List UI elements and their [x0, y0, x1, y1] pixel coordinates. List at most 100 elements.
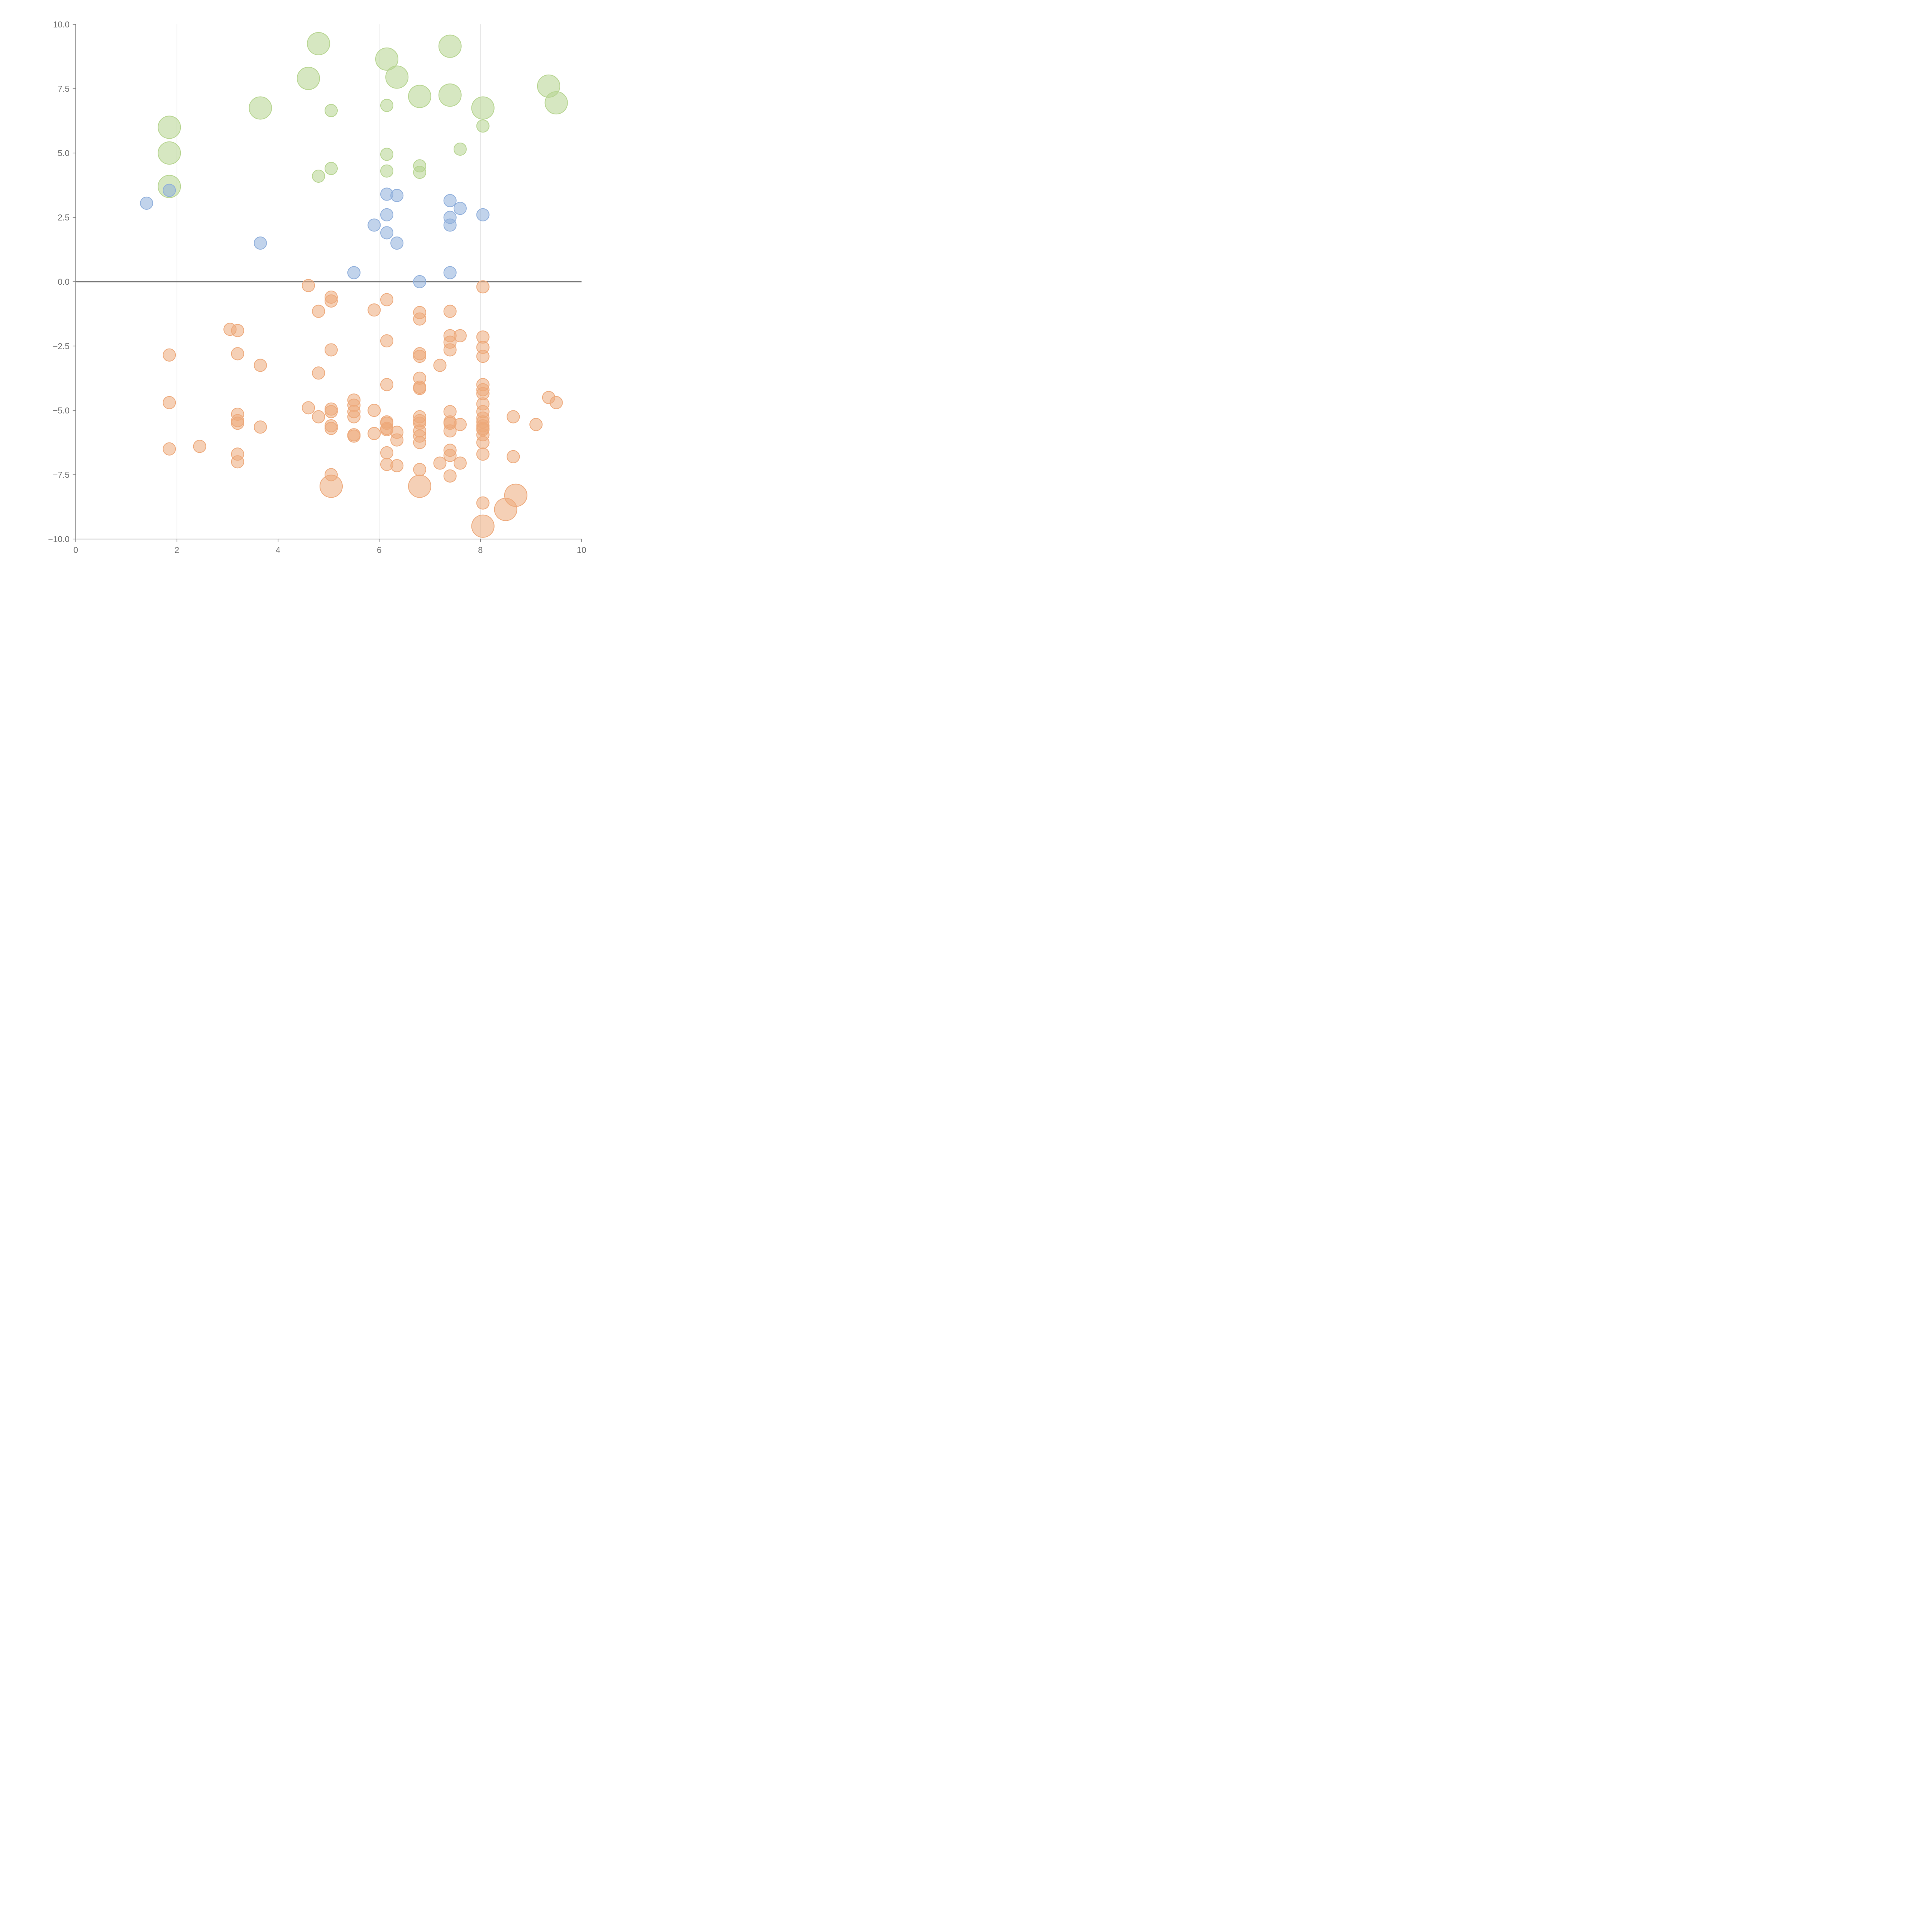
- data-point: [408, 85, 432, 108]
- scatter-chart: 0 2 4 6 8 10 10.0 7.5 5.0 2.5 0.0 −2.5 −5.0 −7.5 −10.0: [48, 20, 586, 555]
- data-point: [193, 440, 206, 453]
- data-point: [302, 279, 315, 292]
- data-point: [347, 429, 361, 443]
- data-point: [231, 324, 244, 337]
- data-point: [231, 417, 244, 430]
- data-point: [385, 65, 409, 89]
- data-point: [390, 236, 404, 250]
- data-point: [367, 218, 381, 232]
- data-point: [413, 382, 427, 395]
- data-point: [163, 442, 176, 456]
- y-tick-label: 10.0: [53, 20, 70, 29]
- data-point: [297, 66, 320, 90]
- data-point: [453, 418, 467, 431]
- data-point: [413, 312, 427, 326]
- data-point: [413, 275, 427, 288]
- data-point: [408, 474, 432, 498]
- data-point: [544, 91, 568, 115]
- x-tick-label: 10: [577, 545, 586, 555]
- data-point: [163, 184, 176, 197]
- data-point: [253, 236, 267, 250]
- x-tick-label: 6: [377, 545, 381, 555]
- data-point: [413, 436, 427, 449]
- data-point: [433, 359, 447, 372]
- data-point: [325, 294, 338, 308]
- y-tick-label: 0.0: [58, 277, 70, 287]
- data-point: [471, 514, 495, 538]
- data-point: [438, 83, 462, 107]
- data-point: [325, 405, 338, 418]
- data-point: [413, 350, 427, 363]
- data-point: [529, 418, 543, 431]
- data-point: [380, 378, 394, 391]
- data-point: [476, 447, 490, 461]
- data-point: [443, 424, 457, 438]
- data-point: [413, 165, 427, 179]
- data-point: [476, 496, 490, 510]
- data-point: [494, 498, 517, 521]
- data-point: [158, 116, 181, 139]
- y-tick-label: 5.0: [58, 148, 70, 158]
- data-point: [380, 164, 394, 178]
- data-point: [320, 474, 343, 498]
- tick-labels: 0 2 4 6 8 10 10.0 7.5 5.0 2.5 0.0 −2.5 −5.0 −7.5 −10.0: [48, 20, 586, 555]
- data-point: [433, 456, 447, 470]
- data-point: [325, 104, 338, 117]
- data-point: [375, 47, 399, 71]
- data-point: [380, 148, 394, 161]
- data-point: [380, 99, 394, 112]
- data-point: [380, 334, 394, 348]
- data-point: [380, 446, 394, 459]
- data-point: [163, 348, 176, 362]
- y-tick-label: −5.0: [53, 406, 70, 415]
- data-point: [443, 266, 457, 279]
- data-point: [231, 347, 244, 361]
- data-point: [471, 96, 495, 120]
- y-tick-label: −10.0: [48, 534, 70, 544]
- x-tick-label: 0: [73, 545, 78, 555]
- data-point: [413, 463, 427, 476]
- data-point: [443, 469, 457, 483]
- data-point: [453, 143, 467, 156]
- x-tick-label: 2: [175, 545, 179, 555]
- data-point: [443, 343, 457, 357]
- y-tick-label: 7.5: [58, 84, 70, 94]
- data-point: [453, 202, 467, 215]
- y-tick-label: −2.5: [53, 342, 70, 351]
- data-point: [302, 401, 315, 415]
- data-point: [158, 141, 181, 165]
- data-point: [476, 436, 490, 449]
- data-point: [347, 266, 361, 279]
- data-point: [312, 169, 325, 183]
- data-point: [443, 304, 457, 318]
- data-point: [367, 303, 381, 317]
- data-point: [476, 280, 490, 294]
- data-point: [380, 293, 394, 306]
- axes: [73, 24, 582, 542]
- data-point: [438, 34, 462, 58]
- data-point: [507, 450, 520, 463]
- data-point: [476, 350, 490, 363]
- data-point: [253, 359, 267, 372]
- data-point: [443, 218, 457, 232]
- data-point: [367, 404, 381, 417]
- data-point: [476, 208, 490, 221]
- data-points: [140, 32, 568, 538]
- data-point: [443, 449, 457, 462]
- y-tick-label: 2.5: [58, 213, 70, 223]
- data-point: [325, 343, 338, 357]
- data-point: [325, 422, 338, 435]
- data-point: [453, 456, 467, 470]
- x-tick-label: 8: [478, 545, 483, 555]
- data-point: [163, 396, 176, 410]
- data-point: [443, 194, 457, 207]
- data-point: [380, 208, 394, 221]
- data-point: [312, 366, 325, 380]
- data-point: [140, 196, 153, 210]
- data-point: [380, 226, 394, 240]
- data-point: [476, 119, 490, 133]
- data-point: [325, 162, 338, 175]
- data-point: [507, 410, 520, 423]
- data-point: [307, 32, 330, 55]
- data-point: [390, 189, 404, 202]
